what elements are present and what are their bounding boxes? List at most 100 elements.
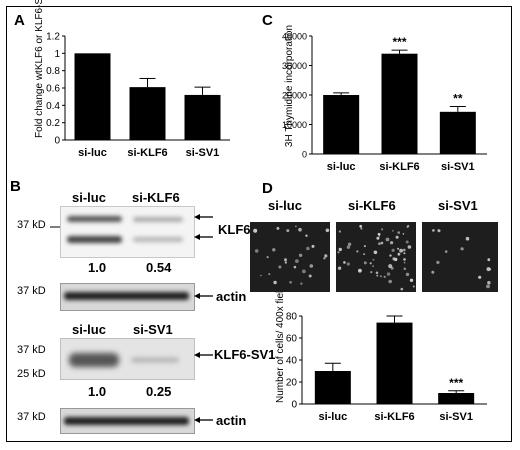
cell-dot <box>293 265 297 269</box>
cell-dot <box>444 250 448 253</box>
cell-dot <box>391 248 395 252</box>
mw-37-label: 37 kD <box>17 411 46 423</box>
cell-dot <box>356 250 359 253</box>
cell-dot <box>386 272 391 276</box>
bar-si-SV1 <box>184 94 221 140</box>
cell-dot <box>253 228 258 233</box>
micro-label-luc: si-luc <box>268 198 302 213</box>
actin-blot-2 <box>60 408 195 434</box>
cell-dot <box>298 227 302 232</box>
cell-dot <box>405 240 409 244</box>
cell-dot <box>360 227 363 230</box>
klf6-band-upper-si <box>133 217 183 222</box>
cell-dot <box>403 261 406 264</box>
cell-dot <box>486 267 491 272</box>
micrograph-si-sv1 <box>422 222 498 292</box>
y-tick-label: 1 <box>54 49 60 60</box>
cell-dot <box>306 246 310 251</box>
cell-dot <box>323 257 326 260</box>
x-tick-label: si-SV1 <box>441 161 475 173</box>
actin-arrow-1 <box>194 293 213 299</box>
cell-dot <box>347 242 352 246</box>
klf6-label: KLF6 <box>218 222 251 237</box>
cell-dot <box>358 268 362 273</box>
cell-dot <box>284 258 287 262</box>
cell-dot <box>260 274 262 277</box>
cell-dot <box>381 228 384 231</box>
cell-dot <box>400 287 404 291</box>
mw-37-label: 37 kD <box>17 344 46 356</box>
x-tick-label: si-KLF6 <box>374 411 414 423</box>
significance-label: *** <box>392 35 406 49</box>
cell-dot <box>289 281 292 284</box>
panel-label-d: D <box>262 180 273 197</box>
y-tick-label: 20 <box>286 378 298 389</box>
cell-dot <box>460 247 464 251</box>
klf6-quant-luc: 1.0 <box>88 260 107 275</box>
cell-dot <box>337 251 340 254</box>
cell-dot <box>432 229 435 232</box>
y-tick-label: 30000 <box>282 61 307 71</box>
cell-dot <box>478 275 482 279</box>
cell-dot <box>311 244 315 248</box>
x-tick-label: si-luc <box>318 411 347 423</box>
cell-dot <box>392 229 394 232</box>
micro-label-klf6: si-KLF6 <box>348 198 396 213</box>
x-tick-label: si-SV1 <box>186 147 220 159</box>
y-tick-label: 40000 <box>282 32 307 42</box>
mw-25-label: 25 kD <box>17 368 46 380</box>
actin-band-1 <box>64 292 189 300</box>
cell-dot <box>390 241 394 245</box>
klf6-band-lower-si <box>133 237 183 242</box>
chart-a: 0 0.2 0.4 0.6 0.8 1 1.2 si-luc si-KLF6 si-SV1 <box>46 32 230 159</box>
sv1-quant-si: 0.25 <box>146 384 172 399</box>
cell-dot <box>337 266 342 270</box>
cell-dot <box>385 237 390 242</box>
chart-d: 0 20 40 60 80 si-luc si-KLF6 *** si-SV1 *** <box>286 308 487 423</box>
panel-label-a: A <box>14 12 25 29</box>
y-tick-label: 0 <box>302 150 307 160</box>
cell-dot <box>273 280 277 285</box>
cell-dot <box>369 262 372 265</box>
sv1-blot <box>60 338 195 380</box>
cell-dot <box>309 264 314 268</box>
figure-frame <box>6 6 512 442</box>
x-tick-label: si-KLF6 <box>127 147 167 159</box>
bar-si-KLF6 <box>376 322 413 404</box>
cell-dot <box>268 273 271 276</box>
cell-dot <box>372 258 375 261</box>
cell-dot <box>298 253 303 257</box>
cell-dot <box>343 261 346 264</box>
cell-dot <box>397 231 400 234</box>
cell-dot <box>359 224 363 228</box>
cell-dot <box>300 282 303 285</box>
cell-dot <box>266 256 269 259</box>
cell-dot <box>390 266 394 270</box>
micro-label-sv1: si-SV1 <box>438 198 478 213</box>
chart-c: 0 10000 20000 30000 40000 si-luc si-KLF6 *** si-… <box>282 32 487 173</box>
actin-arrow-2 <box>194 417 213 423</box>
bar-si-SV1 <box>438 393 475 404</box>
cell-dot <box>324 254 328 258</box>
sv1-quant-luc: 1.0 <box>88 384 107 399</box>
sv1-band-si <box>131 357 179 363</box>
cell-dot <box>397 247 400 250</box>
significance-label: *** <box>449 376 463 390</box>
cell-dot <box>437 229 439 231</box>
cell-dot <box>363 261 367 265</box>
cell-dot <box>376 274 379 277</box>
cell-dot <box>403 267 407 271</box>
klf6-blot <box>60 206 195 258</box>
cell-dot <box>254 249 259 253</box>
y-tick-label: 0.6 <box>46 84 60 95</box>
bar-si-luc <box>74 53 111 140</box>
cell-dot <box>399 248 403 253</box>
micrograph-si-klf6 <box>336 222 416 292</box>
bar-si-KLF6 <box>381 53 418 155</box>
x-tick-label: si-KLF6 <box>379 161 419 173</box>
cell-dot <box>412 285 415 288</box>
cell-dot <box>378 235 381 237</box>
bar-si-SV1 <box>439 111 476 154</box>
mw-37-label: 37 kD <box>17 285 46 297</box>
cell-dot <box>431 270 435 274</box>
